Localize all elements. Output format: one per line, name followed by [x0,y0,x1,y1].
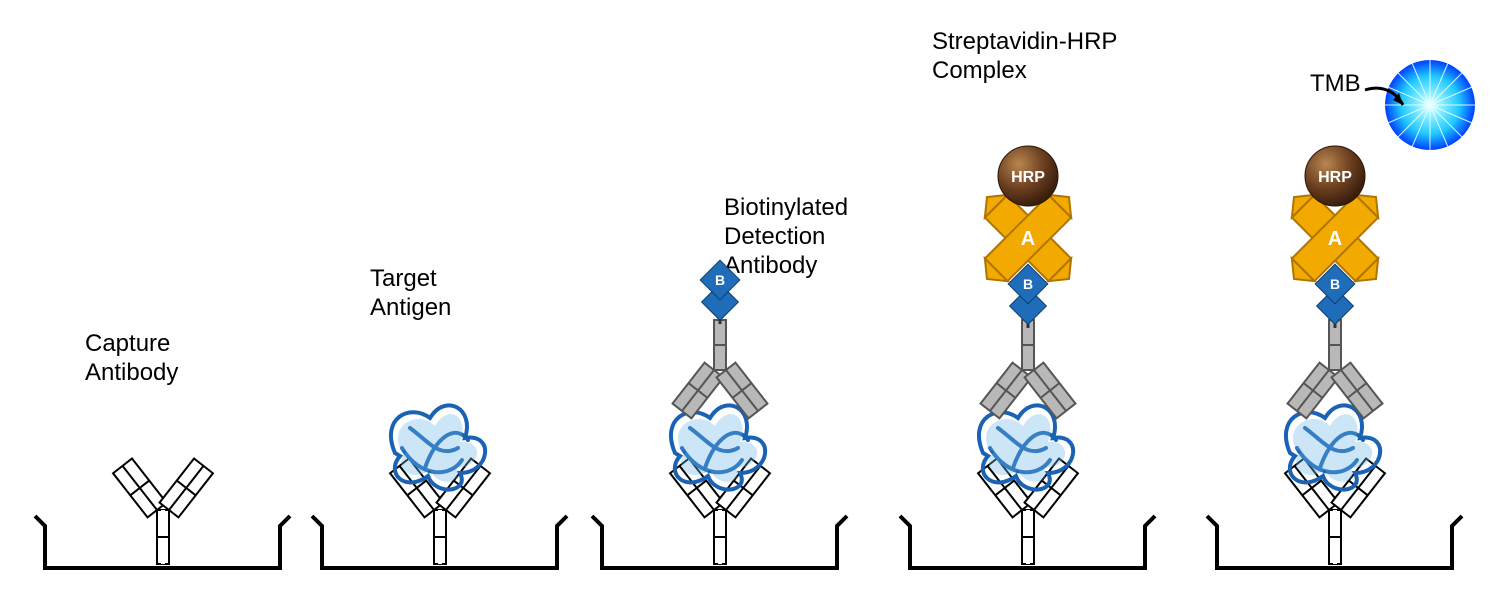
panel-2 [310,30,570,570]
elisa-diagram: Capture Antibody Target Antigen Biotinyl… [0,0,1500,600]
panel-4 [898,30,1158,570]
panel-5 [1205,30,1495,570]
panel-3 [590,30,850,570]
panel-1 [33,30,293,570]
